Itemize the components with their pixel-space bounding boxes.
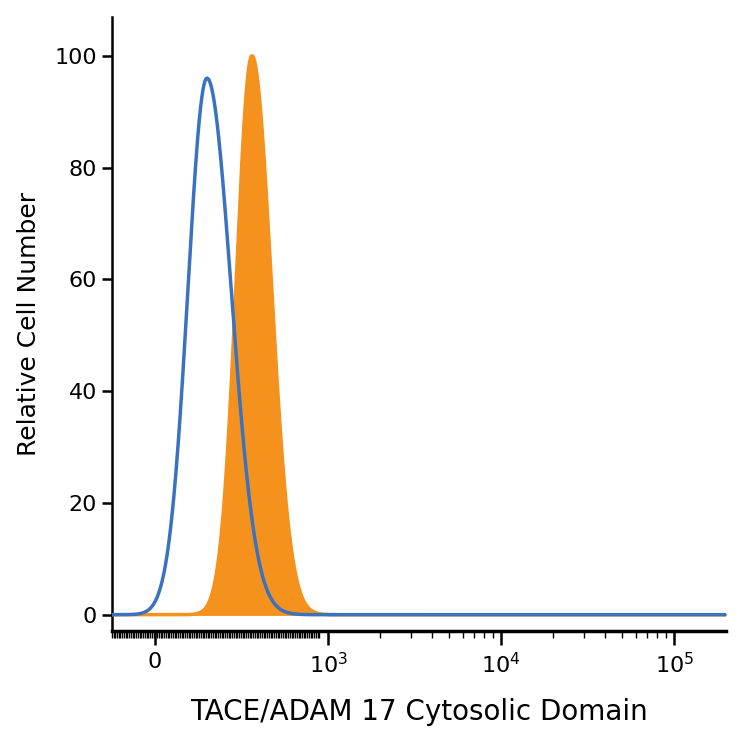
Y-axis label: Relative Cell Number: Relative Cell Number [16,192,41,456]
X-axis label: TACE/ADAM 17 Cytosolic Domain: TACE/ADAM 17 Cytosolic Domain [190,698,648,727]
